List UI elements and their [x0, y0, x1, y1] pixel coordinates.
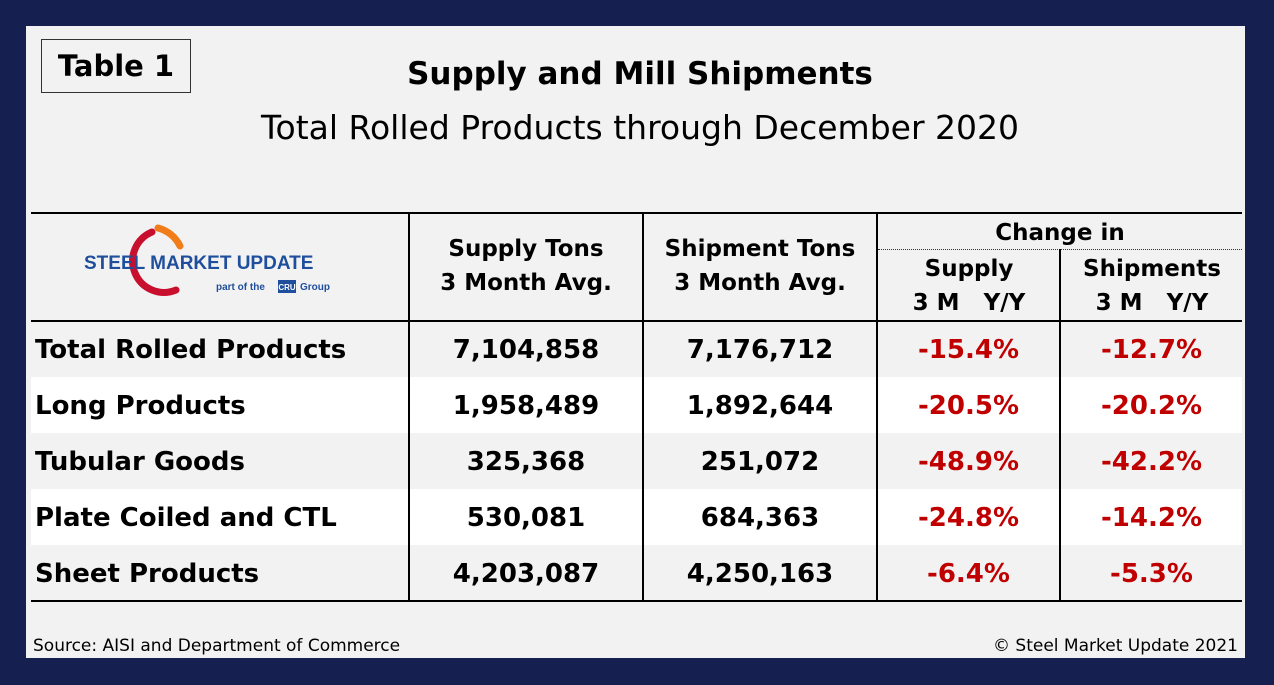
column-divider	[1059, 249, 1061, 602]
row-stripe	[31, 377, 1242, 433]
supply-change-cell: -24.8%	[918, 503, 1019, 533]
supply-tons-cell: 1,958,489	[452, 391, 600, 421]
supply-change-cell: -6.4%	[927, 559, 1010, 589]
header-change-supply: Supply 3 M Y/Y	[912, 256, 1026, 316]
shipment-tons-cell: 251,072	[700, 447, 820, 477]
supply-tons-cell: 4,203,087	[452, 559, 600, 589]
supply-tons-cell: 325,368	[466, 447, 586, 477]
source-note: Source: AISI and Department of Commerce	[33, 636, 401, 656]
logo-main-text: STEEL MARKET UPDATE	[84, 253, 313, 274]
column-divider	[408, 212, 410, 602]
shipment-tons-cell: 7,176,712	[686, 335, 834, 365]
shipments-change-cell: -20.2%	[1101, 391, 1202, 421]
supply-change-cell: -20.5%	[918, 391, 1019, 421]
header-change-shipments: Shipments 3 M Y/Y	[1083, 256, 1221, 316]
steel-market-update-logo: STEEL MARKET UPDATE part of the CRU Grou…	[84, 224, 330, 296]
shipments-change-cell: -12.7%	[1101, 335, 1202, 365]
supply-change-cell: -48.9%	[918, 447, 1019, 477]
column-divider	[876, 212, 878, 602]
table-number-label: Table 1	[41, 39, 191, 93]
shipments-change-cell: -42.2%	[1101, 447, 1202, 477]
svg-text:Group: Group	[300, 282, 330, 293]
logo-cru-mark: CRU	[278, 283, 296, 292]
column-divider	[642, 212, 644, 602]
table-top-rule	[31, 212, 1242, 214]
svg-text:CRU: CRU	[278, 283, 296, 292]
table-panel: Table 1 Supply and Mill Shipments Total …	[26, 26, 1245, 658]
shipments-change-cell: -5.3%	[1110, 559, 1193, 589]
header-supply-tons: Supply Tons 3 Month Avg.	[440, 236, 612, 296]
supply-tons-cell: 530,081	[466, 503, 586, 533]
shipment-tons-cell: 4,250,163	[686, 559, 834, 589]
row-label: Long Products	[35, 391, 246, 421]
shipment-tons-cell: 684,363	[700, 503, 820, 533]
row-label: Plate Coiled and CTL	[35, 503, 337, 533]
table-bottom-rule	[31, 600, 1242, 602]
table-subtitle: Total Rolled Products through December 2…	[260, 108, 1019, 147]
row-stripe	[31, 489, 1242, 545]
svg-text:part of the: part of the	[216, 282, 265, 293]
copyright-note: © Steel Market Update 2021	[993, 636, 1238, 656]
supply-change-cell: -15.4%	[918, 335, 1019, 365]
supply-tons-cell: 7,104,858	[452, 335, 600, 365]
shipment-tons-cell: 1,892,644	[686, 391, 834, 421]
header-bottom-rule	[31, 320, 1242, 322]
logo-sub-before: part of the	[216, 282, 265, 293]
logo-swoosh-icon	[129, 228, 180, 296]
shipments-change-cell: -14.2%	[1101, 503, 1202, 533]
table-title: Supply and Mill Shipments	[407, 56, 873, 92]
row-label: Tubular Goods	[35, 447, 245, 477]
header-shipment-tons: Shipment Tons 3 Month Avg.	[664, 236, 856, 296]
header-change-in: Change in	[995, 220, 1125, 246]
row-label: Sheet Products	[35, 559, 260, 589]
logo-sub-after: Group	[300, 282, 330, 293]
row-label: Total Rolled Products	[35, 335, 347, 365]
